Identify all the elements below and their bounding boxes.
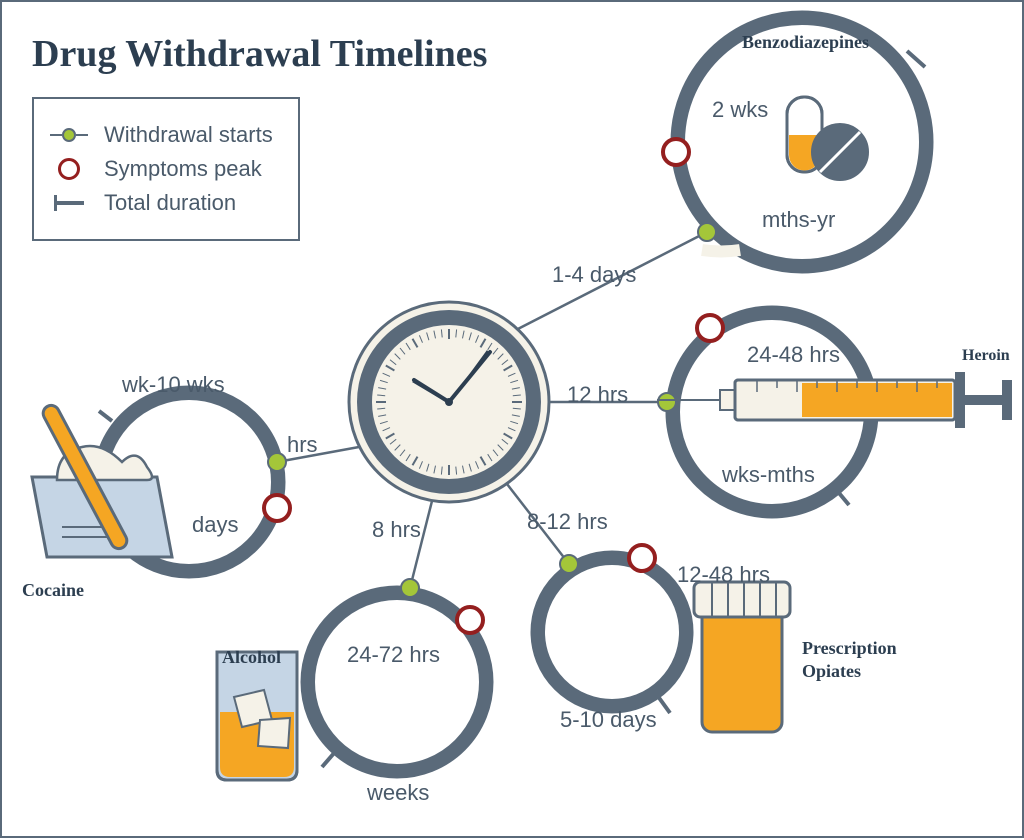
heroin-duration-label: wks-mths [722, 462, 815, 488]
alcohol-duration-label: weeks [367, 780, 429, 806]
node-heroin [657, 307, 1012, 517]
opiates-peak-label: 12-48 hrs [677, 562, 770, 588]
cocaine-start-label: hrs [287, 432, 318, 458]
benzo-duration-label: mths-yr [762, 207, 835, 233]
cocaine-duration-label: wk-10 wks [122, 372, 225, 398]
heroin-peak-label: 24-48 hrs [747, 342, 840, 368]
opiates-start-label: 8-12 hrs [527, 509, 608, 535]
opiates-duration-label: 5-10 days [560, 707, 657, 733]
cocaine-name: Cocaine [22, 580, 84, 601]
node-alcohol [217, 579, 492, 780]
diagram-canvas [2, 2, 1024, 840]
alcohol-name: Alcohol [222, 647, 281, 668]
benzo-name: Benzodiazepines [742, 32, 869, 53]
glass-icon [217, 652, 297, 780]
opiates-name: Prescription Opiates [802, 637, 897, 684]
alcohol-start-label: 8 hrs [372, 517, 421, 543]
clock-icon [349, 302, 549, 502]
benzo-peak-label: 2 wks [712, 97, 768, 123]
alcohol-peak-label: 24-72 hrs [347, 642, 440, 668]
heroin-name: Heroin [962, 347, 1010, 365]
line-alcohol [410, 501, 432, 588]
heroin-start-label: 12 hrs [567, 382, 628, 408]
pill-bottle-icon [694, 582, 790, 732]
benzo-start-label: 1-4 days [552, 262, 636, 288]
node-cocaine [32, 387, 290, 577]
cocaine-peak-label: days [192, 512, 238, 538]
